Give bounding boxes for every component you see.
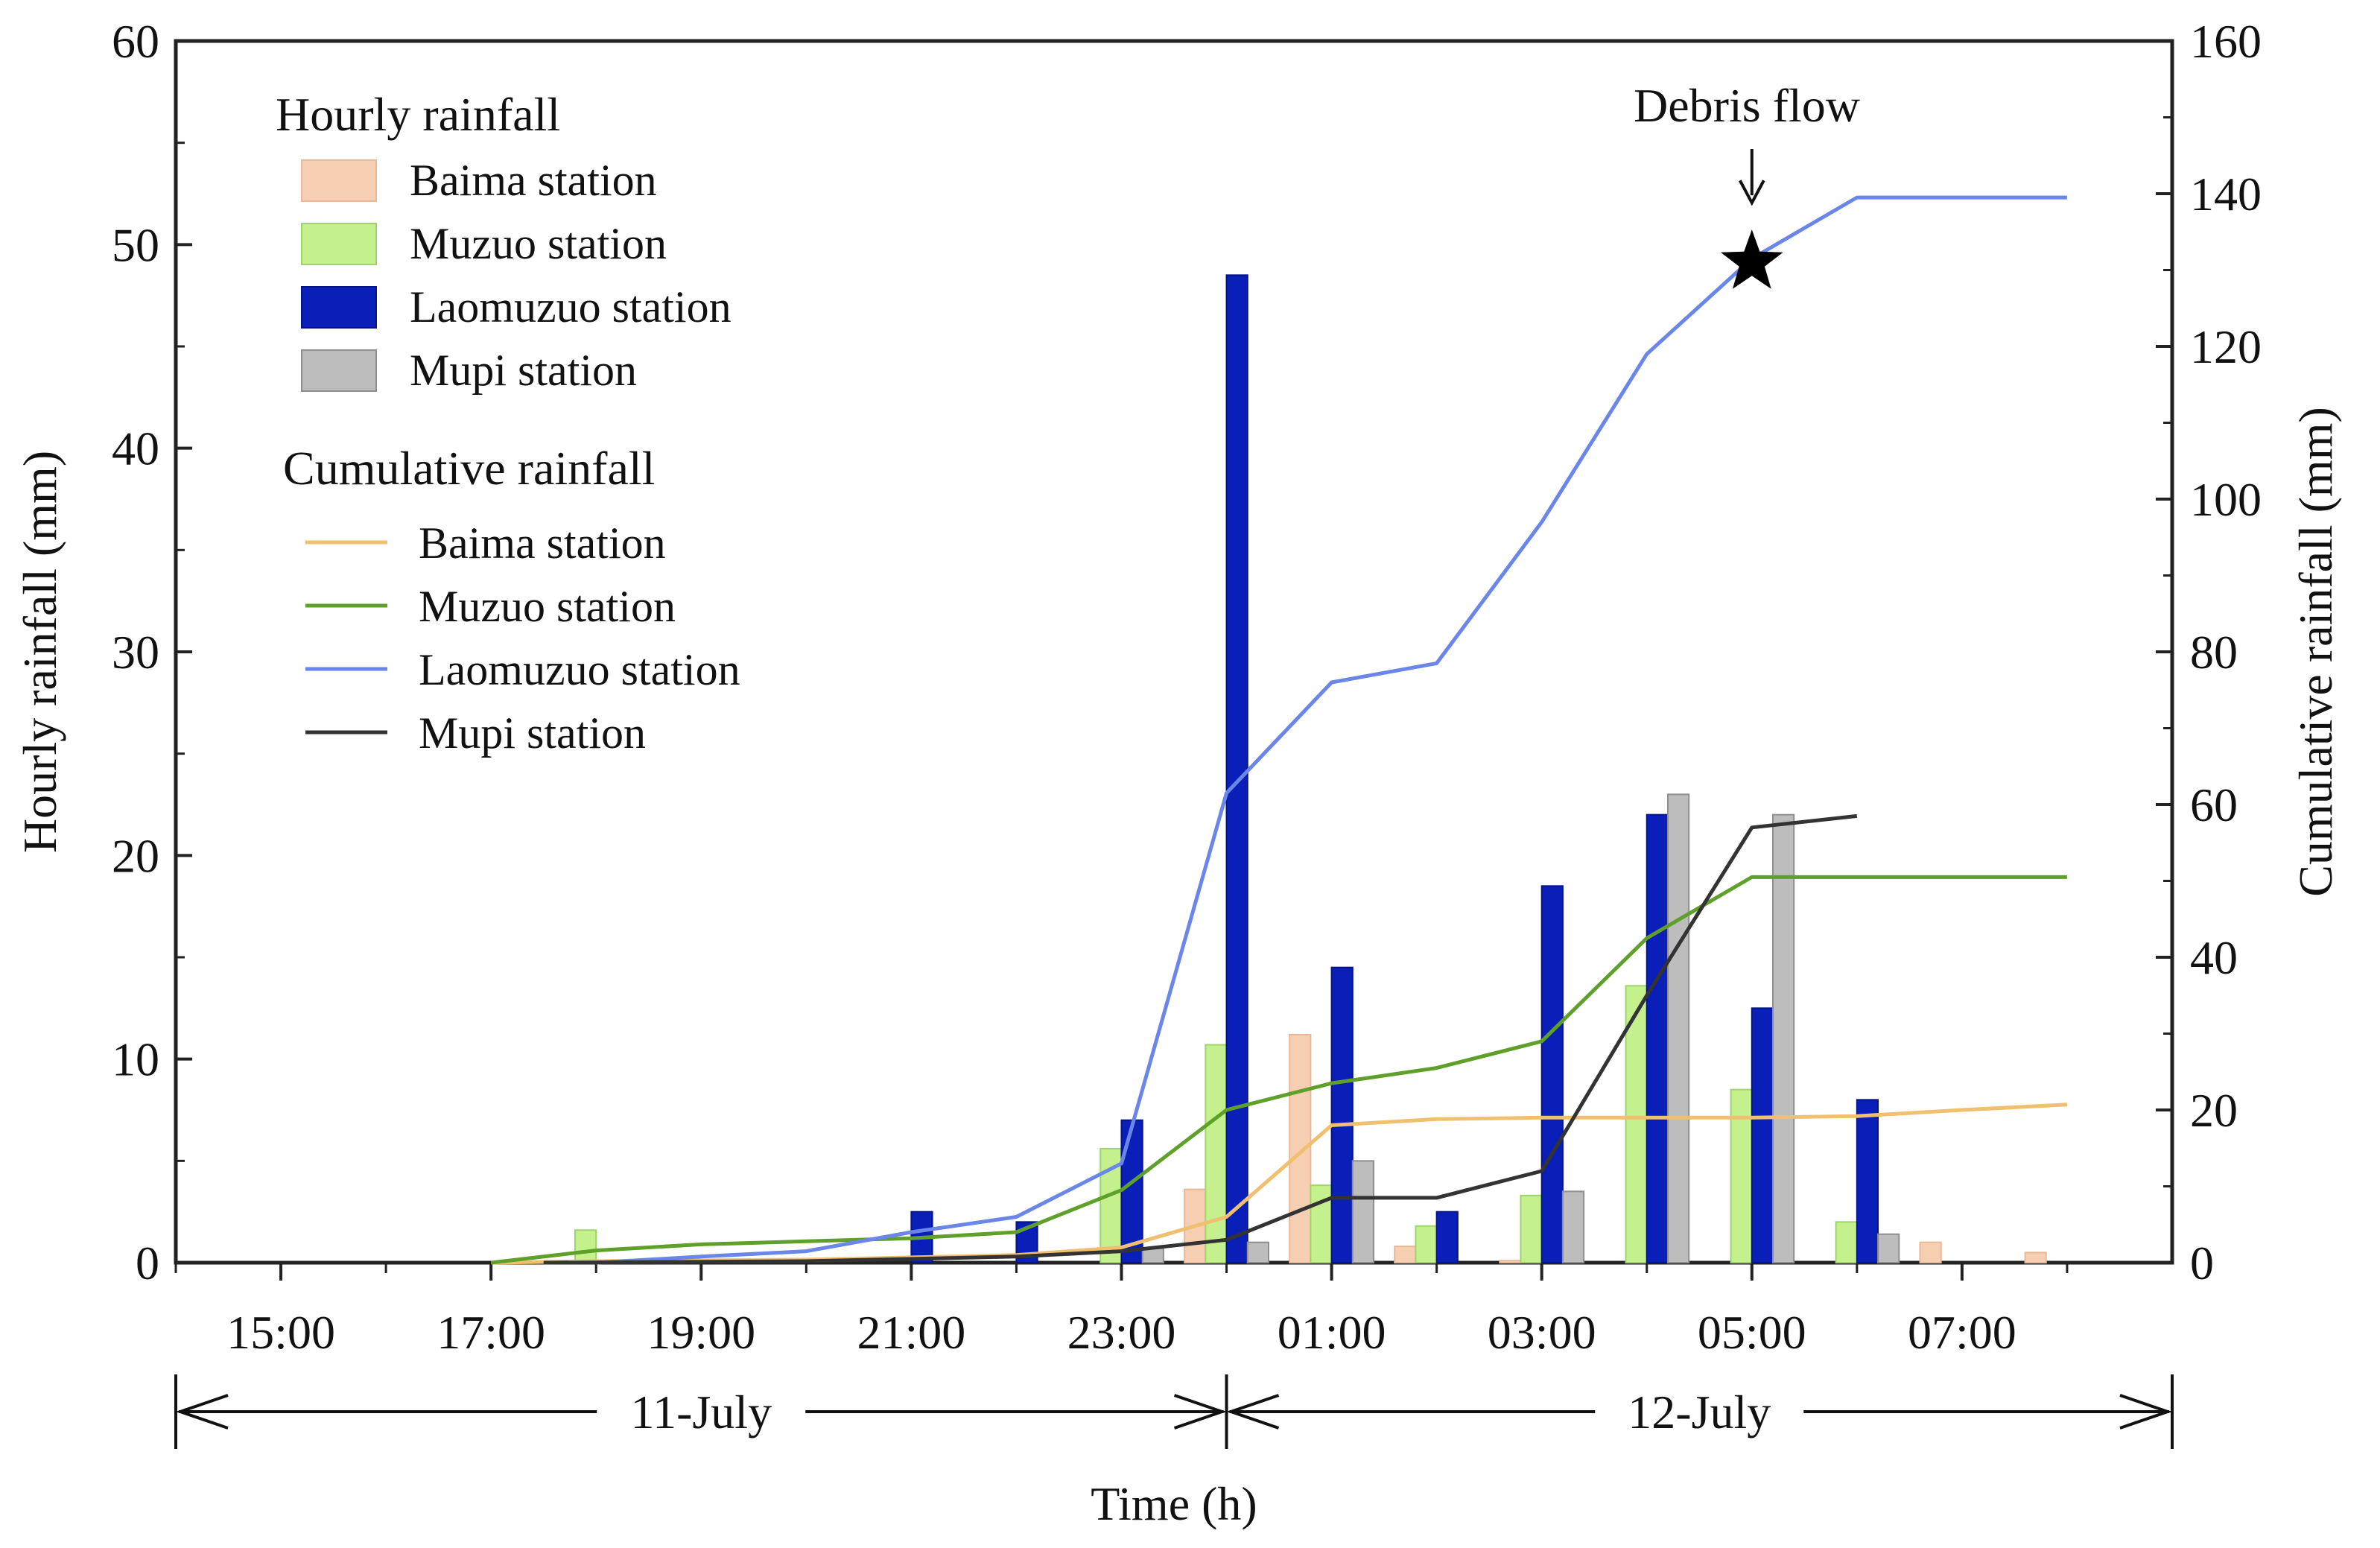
bar-laomuzuo-station <box>1751 1007 1774 1264</box>
y-right-tick-label: 160 <box>2190 15 2262 68</box>
y-right-tick-label: 120 <box>2190 320 2262 373</box>
day-span-arrows: 11-July 12-July <box>174 1374 2174 1449</box>
legend-hourly-label: Muzuo station <box>410 219 667 268</box>
line-muzuo-station <box>490 875 2067 1265</box>
y-axis-left-title: Hourly rainfall (mm) <box>13 451 66 853</box>
legend-cumulative-label: Mupi station <box>419 708 646 758</box>
bar-mupi-station <box>1246 1241 1269 1263</box>
legend-cumulative-label: Laomuzuo station <box>419 645 740 694</box>
y-right-tick-label: 40 <box>2190 931 2238 984</box>
bar-baima-station <box>1919 1241 1942 1263</box>
bar-laomuzuo-station <box>1225 274 1248 1263</box>
bar-baima-station <box>1499 1260 1522 1264</box>
legend-swatch-muzuo-station <box>301 223 377 265</box>
x-tick-label: 01:00 <box>1278 1306 1386 1359</box>
bar-mupi-station <box>1877 1233 1900 1263</box>
y-right-tick-label: 80 <box>2190 626 2238 679</box>
legend-hourly-label: Laomuzuo station <box>410 282 732 332</box>
debris-flow-arrow-head <box>1739 180 1765 206</box>
bar-muzuo-station <box>1520 1194 1543 1264</box>
day-span-arrowhead-left <box>175 1394 229 1430</box>
legend-hourly-title: Hourly rainfall <box>276 88 560 141</box>
y-right-tick-label: 100 <box>2190 473 2262 526</box>
bar-laomuzuo-station <box>1540 885 1564 1264</box>
legend-cumulative-label: Baima station <box>419 518 666 568</box>
y-axis-right-title: Cumulative rainfall (mm) <box>2289 407 2342 897</box>
y-left-tick-label: 30 <box>112 626 159 679</box>
bar-mupi-station <box>1666 793 1690 1264</box>
legend-hourly-label: Mupi station <box>410 346 637 395</box>
bar-laomuzuo-station <box>1646 813 1669 1263</box>
day-label: 12-July <box>1628 1386 1771 1438</box>
debris-flow-label: Debris flow <box>1634 79 1860 132</box>
y-right-tick-label: 140 <box>2190 168 2262 221</box>
y-left-tick-label: 10 <box>112 1033 159 1086</box>
legend-swatch-laomuzuo-station <box>301 286 377 329</box>
bar-laomuzuo-station <box>1435 1211 1459 1263</box>
bar-mupi-station <box>1351 1160 1374 1264</box>
x-tick-label: 17:00 <box>437 1306 545 1359</box>
bar-muzuo-station <box>574 1229 597 1264</box>
debris-flow-annotation: Debris flow <box>1634 79 1860 289</box>
bar-mupi-station <box>1141 1247 1164 1264</box>
line-mupi-station <box>543 813 1858 1265</box>
y-right-tick-label: 0 <box>2190 1237 2214 1290</box>
line-baima-station <box>491 1103 2068 1265</box>
bar-mupi-station <box>1561 1190 1585 1264</box>
y-left-tick-label: 0 <box>136 1237 159 1290</box>
y-left-tick-label: 60 <box>112 15 159 68</box>
bar-muzuo-station <box>1205 1044 1228 1263</box>
hourly-bars <box>574 274 2047 1264</box>
legend: Hourly rainfall Baima station Muzuo stati… <box>276 88 740 758</box>
legend-swatch-baima-station <box>301 159 377 202</box>
bar-laomuzuo-station <box>1856 1099 1879 1264</box>
y-right-tick-label: 60 <box>2190 778 2238 831</box>
bar-baima-station <box>1394 1246 1417 1263</box>
x-tick-label: 07:00 <box>1908 1306 2016 1359</box>
bar-mupi-station <box>1772 813 1795 1263</box>
y-left-tick-label: 50 <box>112 218 159 271</box>
day-span-arrowhead-right <box>1173 1394 1227 1430</box>
x-tick-label: 21:00 <box>857 1306 965 1359</box>
bar-muzuo-station <box>1730 1088 1753 1263</box>
line-laomuzuo-station <box>596 195 2067 1265</box>
day-span-arrowhead-left <box>1226 1394 1280 1430</box>
x-tick-label: 03:00 <box>1488 1306 1596 1359</box>
bar-muzuo-station <box>1415 1225 1438 1264</box>
debris-flow-star-icon <box>1720 229 1783 289</box>
bar-laomuzuo-station <box>1330 966 1354 1263</box>
axis-ticks: 0 10 20 30 40 50 60 0 20 40 60 80 100 120 140 160 15:00 1… <box>112 15 2262 1359</box>
bar-muzuo-station <box>1835 1221 1858 1264</box>
x-tick-label: 23:00 <box>1067 1306 1176 1359</box>
bar-muzuo-station <box>1310 1184 1333 1263</box>
day-label: 11-July <box>630 1386 772 1438</box>
y-left-tick-label: 20 <box>112 829 159 882</box>
x-tick-label: 19:00 <box>647 1306 755 1359</box>
legend-cumulative-label: Muzuo station <box>419 582 676 631</box>
x-tick-label: 05:00 <box>1698 1306 1806 1359</box>
legend-cumulative-title: Cumulative rainfall <box>283 442 655 495</box>
cumulative-lines <box>490 195 2068 1265</box>
day-span-arrowhead-right <box>2119 1394 2173 1430</box>
bar-baima-station <box>2024 1252 2047 1264</box>
y-left-tick-label: 40 <box>112 422 159 475</box>
legend-swatch-mupi-station <box>301 349 377 392</box>
legend-hourly-label: Baima station <box>410 156 657 205</box>
x-axis-title: Time (h) <box>1091 1477 1257 1530</box>
y-right-tick-label: 20 <box>2190 1084 2238 1137</box>
x-tick-label: 15:00 <box>226 1306 335 1359</box>
